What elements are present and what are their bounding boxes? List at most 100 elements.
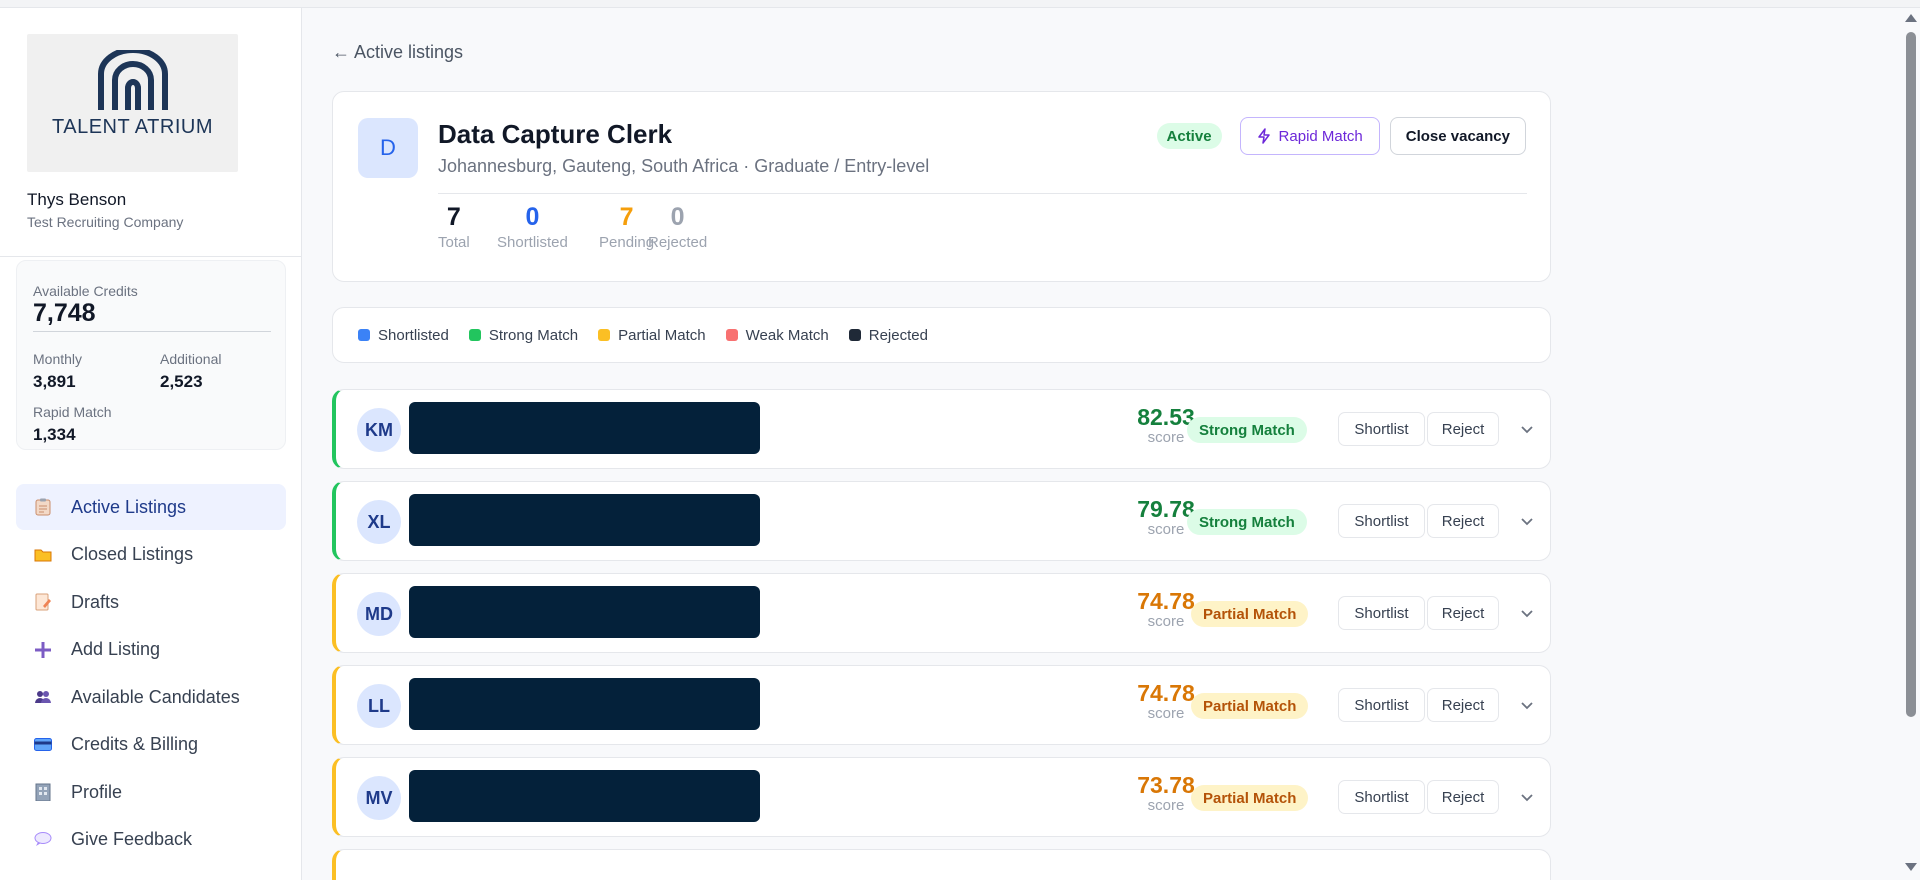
candidate-row-partial[interactable] (332, 849, 1551, 880)
sidebar-item-available-candidates[interactable]: Available Candidates (16, 674, 286, 720)
sidebar: TALENT ATRIUM Thys Benson Test Recruitin… (0, 8, 302, 880)
chevron-down-icon[interactable] (1516, 418, 1538, 440)
sidebar-item-label: Drafts (71, 591, 120, 612)
window-top-border (0, 0, 1920, 8)
reject-button[interactable]: Reject (1427, 504, 1499, 538)
redacted-candidate-name (409, 678, 760, 730)
sidebar-item-closed-listings[interactable]: Closed Listings (16, 532, 286, 578)
candidate-score: 74.78 score (1106, 680, 1226, 722)
legend-item: Shortlisted (358, 327, 449, 344)
chevron-down-icon[interactable] (1516, 602, 1538, 624)
candidate-score: 74.78 score (1106, 588, 1226, 630)
sidebar-nav: Active Listings Closed Listings Drafts A… (16, 484, 286, 864)
additional-credits-value: 2,523 (160, 372, 203, 391)
reject-button[interactable]: Reject (1427, 780, 1499, 814)
legend-swatch (598, 329, 611, 341)
shortlist-button[interactable]: Shortlist (1338, 780, 1425, 814)
rapid-match-button[interactable]: Rapid Match (1239, 117, 1380, 155)
legend-item: Partial Match (598, 327, 706, 344)
back-to-active-listings-link[interactable]: ← Active listings (332, 42, 464, 62)
sidebar-item-drafts[interactable]: Drafts (16, 579, 286, 625)
stat-value: 0 (670, 203, 685, 231)
legend-label: Strong Match (488, 326, 579, 344)
stat-value: 7 (446, 203, 461, 231)
chevron-down-icon[interactable] (1516, 694, 1538, 716)
rapid-match-label: Rapid Match (1278, 127, 1363, 145)
chevron-down-icon[interactable] (1516, 510, 1538, 532)
scroll-up-arrow-icon[interactable] (1905, 14, 1917, 22)
available-credits-value: 7,748 (33, 299, 96, 327)
candidate-row[interactable]: MV 73.78 score Partial Match Shortlist R… (332, 757, 1551, 837)
job-title: Data Capture Clerk (438, 119, 673, 149)
sidebar-item-label: Available Candidates (71, 686, 240, 707)
candidate-avatar: KM (357, 408, 401, 452)
legend-swatch (358, 329, 370, 341)
candidate-row[interactable]: LL 74.78 score Partial Match Shortlist R… (332, 665, 1551, 745)
candidate-row[interactable]: XL 79.78 score Strong Match Shortlist Re… (332, 481, 1551, 561)
match-badge: Partial Match (1191, 785, 1309, 811)
stat-label: Rejected (648, 234, 708, 251)
stat-rejected: 0 Rejected (648, 203, 707, 251)
candidate-row[interactable]: KM 82.53 score Strong Match Shortlist Re… (332, 389, 1551, 469)
sidebar-item-add-listing[interactable]: Add Listing (16, 627, 286, 673)
stat-label: Pending (599, 234, 655, 251)
match-badge: Partial Match (1191, 601, 1309, 627)
candidate-row[interactable]: MD 74.78 score Partial Match Shortlist R… (332, 573, 1551, 653)
sidebar-item-profile[interactable]: Profile (16, 769, 286, 815)
sidebar-item-label: Profile (71, 781, 123, 802)
credits-divider (33, 331, 271, 332)
page-scrollbar[interactable] (1902, 8, 1920, 880)
score-label: score (1147, 521, 1185, 538)
candidate-score: 73.78 score (1106, 772, 1226, 814)
job-actions: Active Rapid Match Close vacancy (1156, 117, 1526, 155)
score-value: 74.78 (1137, 680, 1195, 706)
credits-card: Available Credits 7,748 Monthly 3,891 Ad… (16, 260, 286, 450)
job-divider (438, 193, 1527, 194)
score-label: score (1147, 705, 1185, 722)
speech-bubble-icon (33, 830, 53, 850)
reject-button[interactable]: Reject (1427, 688, 1499, 722)
match-badge: Partial Match (1191, 693, 1309, 719)
legend-swatch (725, 329, 738, 341)
sidebar-item-active-listings[interactable]: Active Listings (16, 484, 286, 530)
sidebar-item-label: Active Listings (71, 496, 187, 517)
reject-button[interactable]: Reject (1427, 596, 1499, 630)
additional-credits-label: Additional (160, 351, 222, 367)
legend-swatch (468, 329, 481, 341)
shortlist-button[interactable]: Shortlist (1338, 596, 1425, 630)
close-vacancy-button[interactable]: Close vacancy (1389, 117, 1526, 155)
legend-label: Weak Match (745, 326, 829, 344)
candidate-score: 82.53 score (1106, 404, 1226, 446)
stat-value: 7 (619, 203, 634, 231)
monthly-credits-value: 3,891 (33, 372, 76, 391)
card-icon (33, 735, 53, 755)
stat-pending: 7 Pending (599, 203, 654, 251)
shortlist-button[interactable]: Shortlist (1338, 504, 1425, 538)
redacted-candidate-name (409, 770, 760, 822)
candidate-score: 79.78 score (1106, 496, 1226, 538)
building-icon (33, 782, 53, 802)
people-icon (33, 687, 53, 707)
score-value: 79.78 (1137, 496, 1195, 522)
monthly-credits-label: Monthly (33, 351, 83, 367)
legend-label: Shortlisted (378, 326, 449, 344)
scroll-thumb[interactable] (1906, 32, 1916, 717)
chevron-down-icon[interactable] (1516, 786, 1538, 808)
redacted-candidate-name (409, 402, 760, 454)
sidebar-item-give-feedback[interactable]: Give Feedback (16, 817, 286, 863)
company-logo: TALENT ATRIUM (27, 34, 238, 172)
redacted-candidate-name (409, 494, 760, 546)
shortlist-button[interactable]: Shortlist (1338, 412, 1425, 446)
rapid-match-credits-value: 1,334 (33, 425, 76, 444)
folder-icon (33, 545, 53, 565)
plus-icon (33, 640, 53, 660)
match-badge: Strong Match (1187, 417, 1307, 443)
shortlist-button[interactable]: Shortlist (1338, 688, 1425, 722)
scroll-down-arrow-icon[interactable] (1905, 863, 1917, 871)
reject-button[interactable]: Reject (1427, 412, 1499, 446)
draft-icon (33, 592, 53, 612)
candidate-avatar: LL (357, 684, 401, 728)
lightning-icon (1257, 128, 1270, 144)
redacted-candidate-name (409, 586, 760, 638)
sidebar-item-credits-billing[interactable]: Credits & Billing (16, 722, 286, 768)
